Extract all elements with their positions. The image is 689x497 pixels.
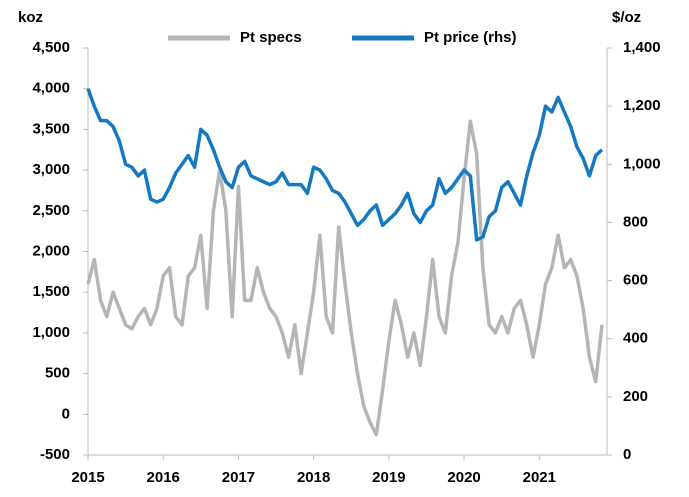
y2-tick-label: 1,200 xyxy=(623,97,661,114)
series-line xyxy=(86,88,604,242)
y-tick-label: 4,500 xyxy=(32,39,70,56)
x-tick-label: 2015 xyxy=(71,469,104,486)
y-tick-label: 1,000 xyxy=(32,324,70,341)
y-tick-label: 4,000 xyxy=(32,80,70,97)
y-tick-label: 2,500 xyxy=(32,202,70,219)
y-tick-label: 0 xyxy=(62,405,70,422)
y2-tick-label: 400 xyxy=(623,330,648,347)
x-tick-label: 2018 xyxy=(297,469,330,486)
y-tick-label: 2,000 xyxy=(32,242,70,259)
series-line xyxy=(86,119,604,437)
y2-tick-label: 0 xyxy=(623,446,631,463)
y2-tick-label: 600 xyxy=(623,272,648,289)
x-tick-label: 2021 xyxy=(523,469,556,486)
y-tick-label: 500 xyxy=(45,365,70,382)
y-tick-label: 3,500 xyxy=(32,120,70,137)
x-tick-label: 2020 xyxy=(447,469,480,486)
x-tick-label: 2016 xyxy=(147,469,180,486)
y2-tick-label: 800 xyxy=(623,213,648,230)
x-tick-label: 2017 xyxy=(222,469,255,486)
y-tick-label: 3,000 xyxy=(32,161,70,178)
y2-axis-title: $/oz xyxy=(612,9,641,26)
y2-tick-label: 200 xyxy=(623,388,648,405)
legend-label: Pt specs xyxy=(240,29,302,46)
legend-label: Pt price (rhs) xyxy=(424,29,517,46)
y-tick-label: -500 xyxy=(40,446,70,463)
x-tick-label: 2019 xyxy=(372,469,405,486)
y-tick-label: 1,500 xyxy=(32,283,70,300)
y2-tick-label: 1,000 xyxy=(623,155,661,172)
y2-tick-label: 1,400 xyxy=(623,39,661,56)
y-axis-title: koz xyxy=(18,9,43,26)
